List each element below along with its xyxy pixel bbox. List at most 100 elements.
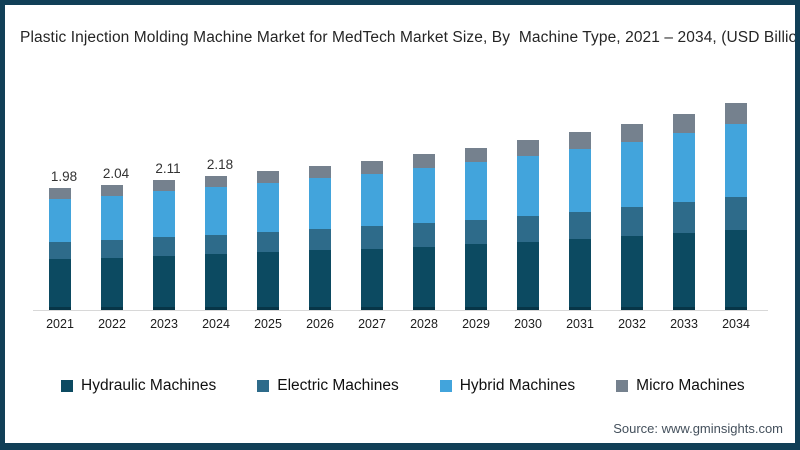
x-tick-2025: 2025 — [254, 317, 282, 331]
bar-segment-2030-hybrid-machines — [517, 155, 539, 216]
bar-segment-2033-electric-machines — [673, 202, 695, 234]
bar-segment-2026-electric-machines — [309, 229, 331, 251]
bar-segment-2023-hydraulic-machines — [153, 255, 175, 310]
bar-segment-2030-micro-machines — [517, 140, 539, 156]
bar-segment-2025-electric-machines — [257, 231, 279, 253]
x-axis-line — [33, 310, 768, 311]
legend-label-micro-machines: Micro Machines — [636, 377, 745, 394]
bar-segment-2027-electric-machines — [361, 226, 383, 249]
bar-2024 — [205, 175, 227, 310]
bar-segment-2022-hydraulic-machines — [101, 257, 123, 310]
bar-segment-2022-micro-machines — [101, 184, 123, 196]
x-tick-2029: 2029 — [462, 317, 490, 331]
x-tick-2034: 2034 — [722, 317, 750, 331]
legend-item-hybrid-machines: Hybrid Machines — [439, 377, 576, 395]
legend: Hydraulic Machines Electric Machines Hybri… — [61, 377, 745, 395]
bar-segment-2027-hybrid-machines — [361, 173, 383, 227]
bar-segment-2025-hybrid-machines — [257, 182, 279, 232]
bar-segment-2034-hybrid-machines — [725, 124, 747, 198]
bar-segment-2032-micro-machines — [621, 123, 643, 142]
x-tick-2022: 2022 — [98, 317, 126, 331]
bar-segment-2027-micro-machines — [361, 160, 383, 174]
bar-segment-2031-micro-machines — [569, 132, 591, 149]
bar-2029 — [465, 147, 487, 310]
bar-2028 — [413, 154, 435, 310]
bar-segment-2034-micro-machines — [725, 102, 747, 125]
bar-segment-2021-hydraulic-machines — [49, 258, 71, 310]
bar-segment-2031-hybrid-machines — [569, 148, 591, 213]
bar-segment-2022-electric-machines — [101, 239, 123, 258]
bar-segment-2023-hybrid-machines — [153, 191, 175, 238]
x-tick-2031: 2031 — [566, 317, 594, 331]
x-tick-2030: 2030 — [514, 317, 542, 331]
bar-segment-2027-hydraulic-machines — [361, 248, 383, 310]
bar-segment-2028-hydraulic-machines — [413, 246, 435, 310]
bar-segment-2030-hydraulic-machines — [517, 241, 539, 310]
bar-value-label-2022: 2.04 — [102, 165, 130, 181]
legend-label-hydraulic-machines: Hydraulic Machines — [81, 377, 217, 394]
bar-segment-2025-micro-machines — [257, 171, 279, 183]
bar-segment-2022-hybrid-machines — [101, 195, 123, 240]
bar-2034 — [725, 102, 747, 310]
bar-segment-2034-electric-machines — [725, 197, 747, 231]
legend-item-hydraulic-machines: Hydraulic Machines — [61, 377, 216, 395]
x-tick-2032: 2032 — [618, 317, 646, 331]
source-text: Source: www.gminsights.com — [613, 421, 783, 436]
bar-segment-2029-hydraulic-machines — [465, 244, 487, 310]
bar-segment-2031-electric-machines — [569, 212, 591, 240]
bar-segment-2025-hydraulic-machines — [257, 252, 279, 310]
bar-segment-2029-hybrid-machines — [465, 161, 487, 220]
bar-segment-2021-micro-machines — [49, 188, 71, 199]
bar-segment-2031-hydraulic-machines — [569, 239, 591, 310]
x-tick-2033: 2033 — [670, 317, 698, 331]
bar-segment-2028-electric-machines — [413, 223, 435, 247]
bar-segment-2024-electric-machines — [205, 234, 227, 255]
bar-2030 — [517, 140, 539, 310]
bar-segment-2033-hybrid-machines — [673, 132, 695, 203]
bar-segment-2032-electric-machines — [621, 207, 643, 237]
x-tick-2026: 2026 — [306, 317, 334, 331]
bar-segment-2026-micro-machines — [309, 166, 331, 179]
legend-swatch-electric-machines — [257, 380, 270, 392]
x-tick-2028: 2028 — [410, 317, 438, 331]
bar-segment-2029-electric-machines — [465, 219, 487, 245]
bar-segment-2024-hybrid-machines — [205, 187, 227, 235]
legend-item-micro-machines: Micro Machines — [616, 377, 745, 395]
bar-2025 — [257, 171, 279, 310]
bar-segment-2030-electric-machines — [517, 215, 539, 242]
legend-item-electric-machines: Electric Machines — [257, 377, 399, 395]
legend-swatch-hydraulic-machines — [61, 380, 73, 392]
bar-2022 — [101, 184, 123, 310]
bar-2033 — [673, 113, 695, 310]
bar-segment-2023-electric-machines — [153, 237, 175, 256]
bar-2021 — [49, 188, 71, 310]
bar-segment-2032-hydraulic-machines — [621, 236, 643, 310]
bar-2026 — [309, 166, 331, 310]
bar-segment-2028-micro-machines — [413, 154, 435, 168]
bar-segment-2026-hybrid-machines — [309, 178, 331, 230]
legend-swatch-hybrid-machines — [439, 380, 452, 392]
x-tick-2027: 2027 — [358, 317, 386, 331]
bar-segment-2032-hybrid-machines — [621, 141, 643, 208]
bar-segment-2024-micro-machines — [205, 175, 227, 188]
chart-title: Plastic Injection Molding Machine Market… — [20, 29, 800, 46]
bar-segment-2023-micro-machines — [153, 180, 175, 192]
bar-segment-2026-hydraulic-machines — [309, 250, 331, 310]
bar-segment-2028-hybrid-machines — [413, 167, 435, 224]
x-tick-2024: 2024 — [202, 317, 230, 331]
bar-value-label-2021: 1.98 — [50, 169, 78, 185]
bar-2032 — [621, 123, 643, 310]
bar-segment-2021-electric-machines — [49, 241, 71, 259]
bar-2031 — [569, 132, 591, 310]
bar-value-label-2024: 2.18 — [206, 156, 234, 172]
bar-segment-2034-hydraulic-machines — [725, 230, 747, 310]
bar-segment-2033-hydraulic-machines — [673, 233, 695, 310]
bar-2027 — [361, 160, 383, 310]
legend-label-electric-machines: Electric Machines — [277, 377, 399, 394]
bar-segment-2021-hybrid-machines — [49, 198, 71, 242]
legend-label-hybrid-machines: Hybrid Machines — [459, 377, 576, 394]
bar-value-label-2023: 2.11 — [155, 161, 181, 177]
bar-segment-2024-hydraulic-machines — [205, 254, 227, 310]
bar-2023 — [153, 180, 175, 310]
